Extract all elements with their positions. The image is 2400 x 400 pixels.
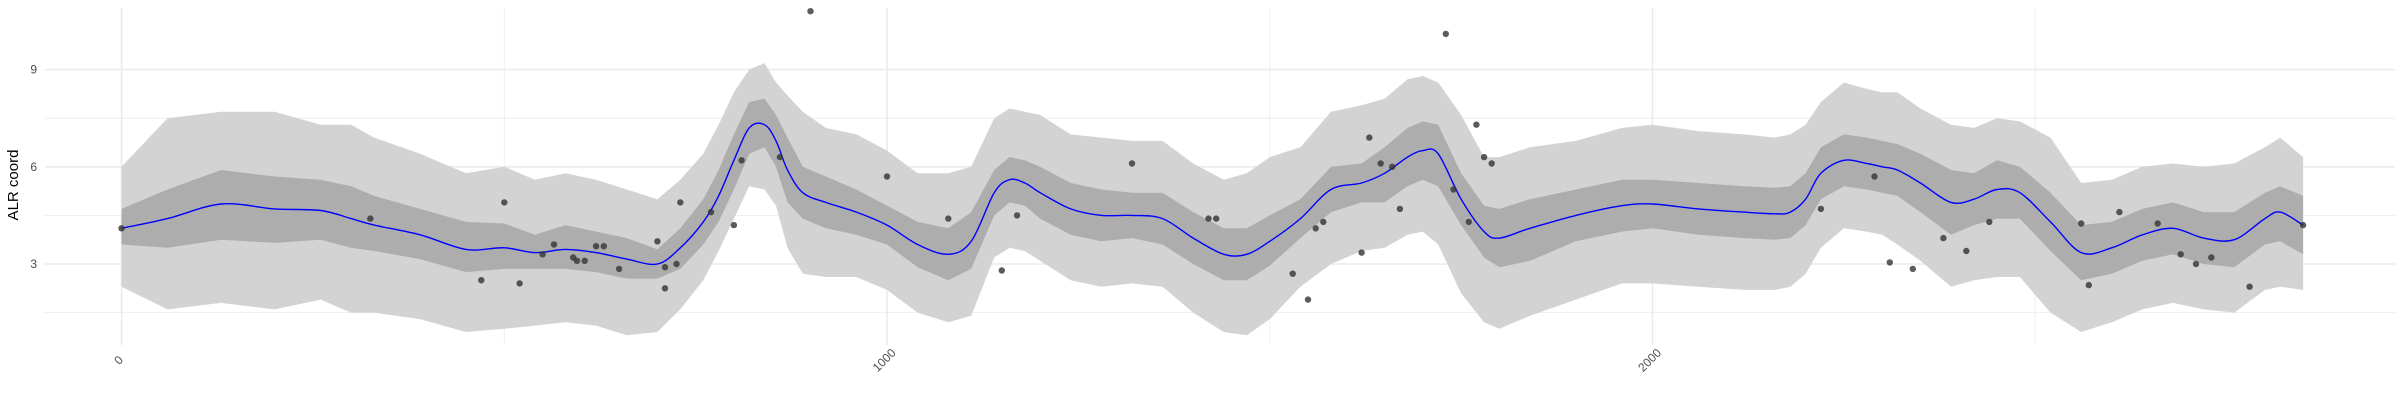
- observation-point: [1480, 153, 1488, 161]
- observation-point: [1442, 30, 1450, 38]
- x-tick-label: 0: [111, 353, 126, 368]
- y-tick-label: 6: [30, 160, 37, 174]
- observation-point: [550, 241, 558, 248]
- observation-point: [2078, 220, 2085, 227]
- observation-point: [1013, 212, 1021, 219]
- observation-point: [1817, 205, 1825, 213]
- mean-line: [121, 122, 2304, 266]
- observation-point: [654, 238, 661, 245]
- observation-point: [1320, 218, 1327, 226]
- x-tick-label: 1000: [870, 346, 899, 375]
- y-axis-title: ALR coord: [5, 150, 22, 221]
- observation-point: [600, 243, 607, 250]
- observation-point: [1909, 265, 1917, 273]
- observation-point: [1205, 215, 1212, 222]
- observation-point: [2299, 221, 2307, 229]
- observation-point: [573, 257, 581, 264]
- observation-point: [1986, 218, 1993, 226]
- observation-point: [2192, 260, 2200, 268]
- observation-point: [2177, 251, 2184, 258]
- observation-point: [1377, 160, 1384, 167]
- observation-point: [581, 257, 588, 264]
- observation-point: [776, 153, 784, 161]
- observation-point: [539, 251, 546, 258]
- observation-point: [1488, 160, 1495, 167]
- observation-point: [615, 265, 623, 273]
- y-tick-label: 3: [30, 257, 37, 271]
- observation-point: [707, 208, 715, 216]
- observation-point: [677, 199, 684, 206]
- observation-point: [1473, 121, 1480, 128]
- observation-point: [2085, 281, 2092, 289]
- observation-point: [883, 173, 891, 180]
- observation-point: [738, 157, 745, 164]
- observation-point: [501, 199, 508, 206]
- observation-point: [118, 225, 125, 232]
- observation-point: [1940, 234, 1947, 242]
- observation-point: [1396, 205, 1404, 213]
- observation-point: [478, 277, 485, 284]
- observation-point: [1304, 296, 1312, 303]
- observation-point: [1450, 186, 1457, 193]
- observation-point: [998, 267, 1005, 274]
- observation-point: [367, 215, 374, 222]
- observation-point: [1358, 249, 1365, 256]
- observation-point: [945, 215, 952, 222]
- observation-point: [2208, 254, 2215, 261]
- observation-point: [661, 285, 669, 292]
- observation-point: [2246, 283, 2253, 290]
- observation-point: [673, 260, 680, 268]
- observation-point: [730, 221, 738, 229]
- y-tick-label: 9: [30, 63, 37, 77]
- observation-point: [1128, 160, 1136, 167]
- observation-point: [1389, 163, 1396, 170]
- observation-point: [1289, 270, 1296, 277]
- observation-point: [1871, 173, 1878, 180]
- mean-line-layer: [121, 122, 2304, 266]
- observation-point: [661, 264, 669, 271]
- observation-point: [1963, 247, 1970, 255]
- observation-point: [1312, 225, 1319, 232]
- x-tick-label: 2000: [1635, 346, 1664, 375]
- observation-point: [1213, 215, 1220, 222]
- observation-point: [2116, 208, 2123, 216]
- observation-points: [118, 8, 2307, 303]
- observation-point: [516, 280, 523, 287]
- observation-point: [1366, 134, 1373, 141]
- observation-point: [1886, 259, 1894, 266]
- inner-interval-band: [121, 98, 2304, 281]
- observation-point: [592, 243, 600, 250]
- observation-point: [1465, 218, 1473, 226]
- observation-point: [2154, 220, 2161, 227]
- observation-point: [807, 8, 814, 15]
